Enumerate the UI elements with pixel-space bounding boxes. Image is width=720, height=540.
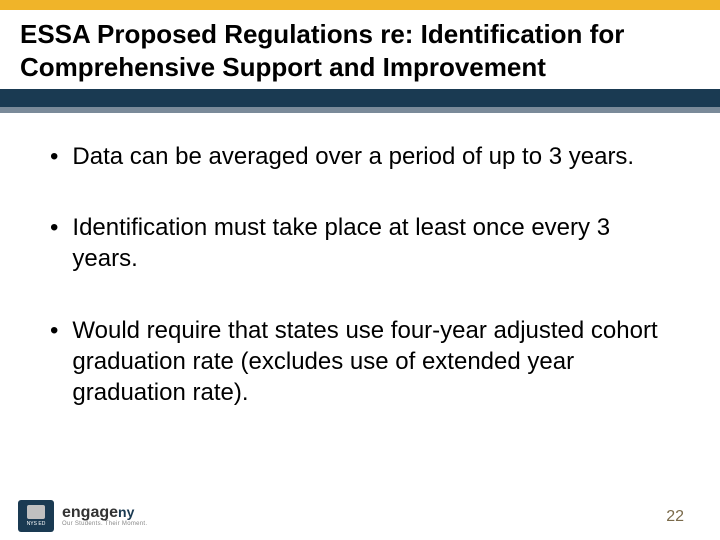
bullet-dot-icon: •: [50, 141, 58, 172]
gold-stripe: [0, 0, 720, 10]
page-number: 22: [666, 508, 684, 526]
bullet-dot-icon: •: [50, 212, 58, 243]
bullet-item: • Would require that states use four-yea…: [50, 315, 670, 409]
slide-title: ESSA Proposed Regulations re: Identifica…: [20, 18, 700, 83]
bullet-list: • Data can be averaged over a period of …: [50, 141, 670, 408]
engage-text: engage: [62, 505, 118, 521]
bullet-text: Would require that states use four-year …: [72, 315, 670, 409]
engage-tagline: Our Students. Their Moment.: [62, 521, 147, 527]
nysed-logo-text: NYS ED: [27, 521, 46, 527]
engage-logo: engageny Our Students. Their Moment.: [62, 505, 147, 527]
bullet-item: • Identification must take place at leas…: [50, 212, 670, 274]
bullet-dot-icon: •: [50, 315, 58, 346]
engage-suffix: ny: [118, 505, 134, 519]
nysed-logo-icon: NYS ED: [18, 500, 54, 532]
footer: NYS ED engageny Our Students. Their Mome…: [0, 492, 720, 532]
bullet-text: Data can be averaged over a period of up…: [72, 141, 634, 172]
bullet-item: • Data can be averaged over a period of …: [50, 141, 670, 172]
content-area: • Data can be averaged over a period of …: [0, 113, 720, 408]
footer-logos: NYS ED engageny Our Students. Their Mome…: [18, 500, 147, 532]
blue-band: [0, 89, 720, 107]
bullet-text: Identification must take place at least …: [72, 212, 670, 274]
title-area: ESSA Proposed Regulations re: Identifica…: [0, 10, 720, 89]
